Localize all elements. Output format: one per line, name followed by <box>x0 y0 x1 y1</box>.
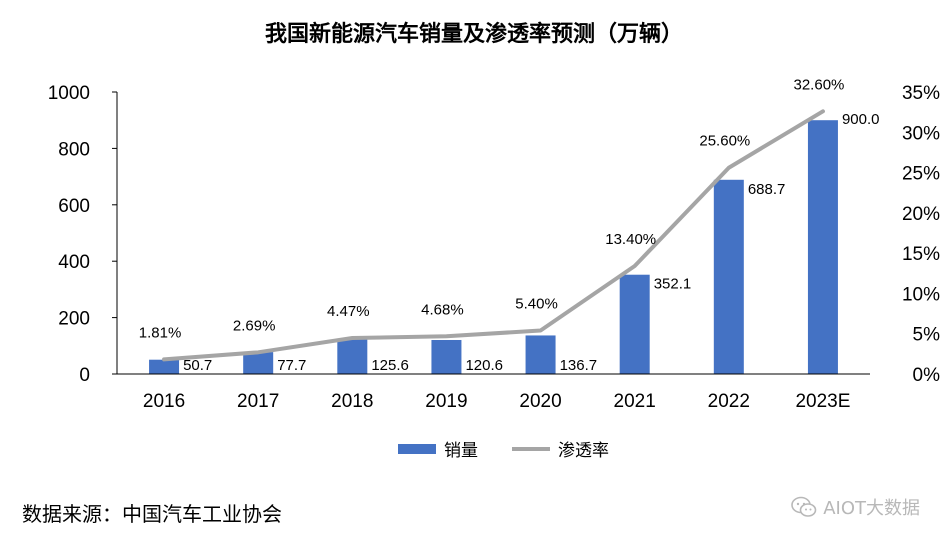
x-tick-label: 2017 <box>237 391 279 412</box>
bar-2020 <box>525 335 556 374</box>
legend-swatch-penetration <box>512 446 550 451</box>
bar-2023E <box>807 120 838 374</box>
legend-item-sales: 销量 <box>398 436 478 461</box>
bar-value-label: 125.6 <box>371 357 409 374</box>
legend-swatch-sales <box>398 443 436 454</box>
penetration-line <box>162 109 825 362</box>
bar-value-label: 77.7 <box>277 357 306 374</box>
source-note: 数据来源：中国汽车工业协会 <box>22 502 282 526</box>
bar-2019 <box>431 339 462 374</box>
bar-value-label: 352.1 <box>654 276 692 293</box>
x-tick-label: 2023E <box>795 391 850 412</box>
wechat-icon <box>791 496 817 517</box>
bar-value-label: 120.6 <box>465 357 503 374</box>
bar-value-label: 136.7 <box>560 357 598 374</box>
right-axis-tick-label: 5% <box>913 325 941 346</box>
x-tick-label: 2020 <box>519 391 561 412</box>
right-axis-tick-label: 30% <box>902 123 940 144</box>
penetration-value-label: 4.47% <box>327 303 370 320</box>
watermark: AIOT大数据 <box>791 494 920 520</box>
x-tick-label: 2019 <box>425 391 467 412</box>
x-tick-label: 2022 <box>708 391 750 412</box>
bar-2021 <box>619 274 650 374</box>
penetration-value-label: 25.60% <box>699 133 750 150</box>
legend-label-penetration: 渗透率 <box>558 441 609 461</box>
watermark-text: AIOT大数据 <box>823 498 920 519</box>
right-axis-tick-label: 10% <box>902 284 940 305</box>
penetration-value-label: 4.68% <box>421 301 464 318</box>
right-axis-tick-label: 35% <box>902 83 940 104</box>
right-axis-tick-label: 25% <box>902 164 940 185</box>
left-axis-tick-label: 800 <box>58 139 90 160</box>
right-axis-tick-label: 15% <box>902 244 940 265</box>
x-tick-label: 2016 <box>143 391 185 412</box>
right-axis-tick-label: 20% <box>902 204 940 225</box>
penetration-value-label: 1.81% <box>139 324 182 341</box>
legend-label-sales: 销量 <box>444 441 478 461</box>
penetration-value-label: 2.69% <box>233 317 276 334</box>
x-tick-label: 2018 <box>331 391 373 412</box>
right-axis-tick-label: 0% <box>913 365 941 386</box>
penetration-value-label: 32.60% <box>794 76 845 93</box>
left-axis-tick-label: 200 <box>58 309 90 330</box>
left-axis-tick-label: 600 <box>58 196 90 217</box>
bar-2017 <box>243 352 274 374</box>
chart-title: 我国新能源汽车销量及渗透率预测（万辆） <box>264 22 683 47</box>
left-axis-tick-label: 0 <box>79 365 90 386</box>
penetration-value-label: 5.40% <box>515 295 558 312</box>
legend-item-penetration: 渗透率 <box>512 436 609 461</box>
bar-2022 <box>713 179 744 374</box>
bar-value-label: 688.7 <box>748 181 786 198</box>
bar-value-label: 50.7 <box>183 357 212 374</box>
x-tick-label: 2021 <box>614 391 656 412</box>
left-axis-tick-label: 1000 <box>48 83 90 104</box>
bar-2018 <box>337 338 368 374</box>
bar-2016 <box>149 359 180 374</box>
penetration-value-label: 13.40% <box>605 231 656 248</box>
bar-value-label: 900.0 <box>842 111 880 128</box>
left-axis-tick-label: 400 <box>58 252 90 273</box>
